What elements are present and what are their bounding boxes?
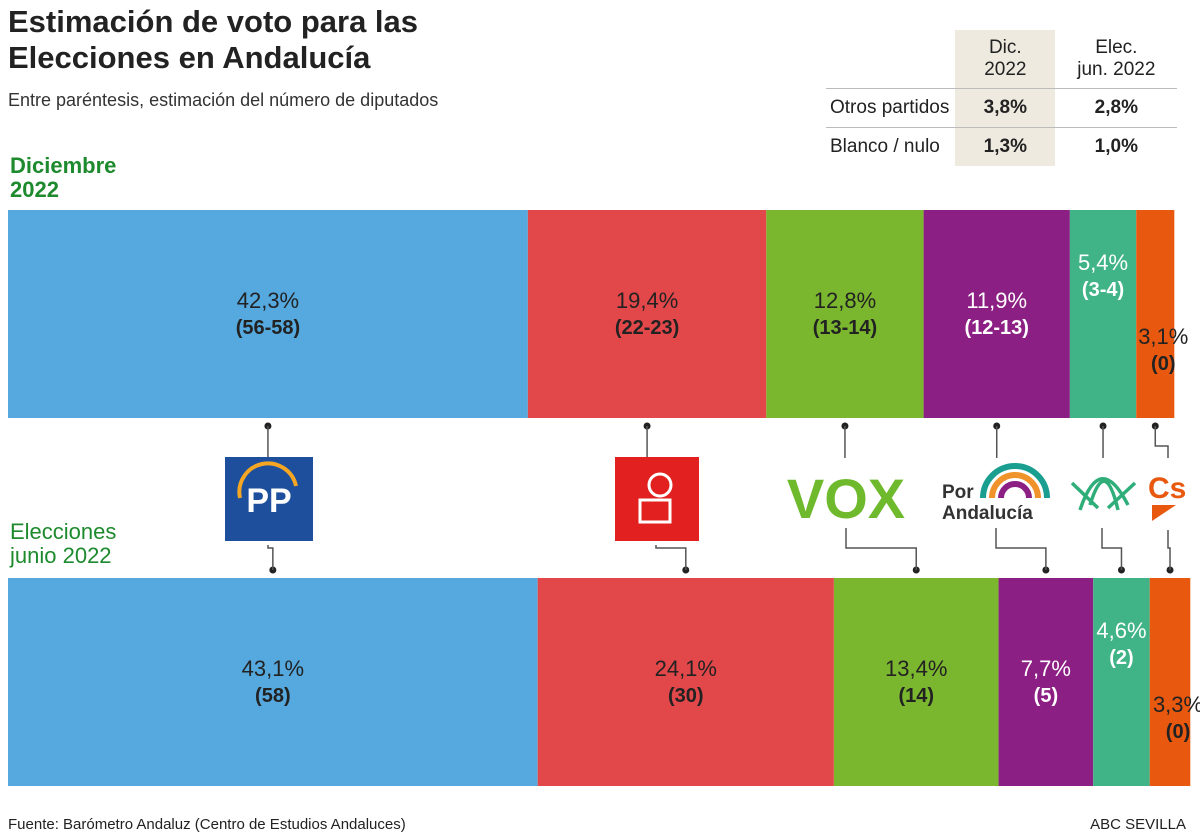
data-label: 24,1% [655, 656, 717, 681]
seats-label: (3-4) [1082, 279, 1124, 301]
header-jun: Elec. jun. 2022 [1077, 37, 1156, 80]
header-dic: Dic. 2022 [955, 30, 1056, 89]
seats-label: (56-58) [236, 317, 300, 339]
seats-label: (0) [1151, 353, 1175, 375]
connector-line [267, 545, 274, 570]
data-label: 3,1% [1138, 324, 1188, 349]
seats-label: (12-13) [964, 317, 1028, 339]
data-label: 4,6% [1096, 618, 1146, 643]
seats-label: (13-14) [813, 317, 877, 339]
connector-line [1101, 528, 1123, 570]
chart-subtitle: Entre paréntesis, estimación del número … [8, 90, 439, 110]
bar-segment [8, 578, 538, 786]
svg-text:PP: PP [246, 482, 291, 520]
data-label: 11,9% [966, 288, 1027, 313]
seats-label: (5) [1034, 685, 1058, 707]
seats-label: (2) [1109, 647, 1133, 669]
data-label: 5,4% [1078, 250, 1128, 275]
connector-line [995, 528, 1047, 570]
bar-segment [8, 210, 528, 418]
bar-segment [766, 210, 924, 418]
cs-logo: Cs [1148, 472, 1186, 521]
data-label: 12,8% [814, 288, 876, 313]
connector-line [655, 545, 687, 570]
bar-segment [527, 210, 767, 418]
seats-label: (14) [898, 685, 934, 707]
credit: ABC SEVILLA [1090, 816, 1186, 833]
others-table: Dic. 2022 Elec. jun. 2022 Otros partidos 3,… [826, 30, 1178, 166]
connector-line [1154, 426, 1169, 458]
table-row: Otros partidos 3,8% 2,8% [826, 88, 1178, 128]
svg-text:VOX: VOX [787, 467, 905, 530]
bar-segment [1149, 578, 1191, 786]
seats-label: (22-23) [615, 317, 679, 339]
seats-label: (30) [668, 685, 704, 707]
svg-text:Andalucía: Andalucía [942, 503, 1033, 524]
chart-title: Estimación de voto para las Elecciones e… [8, 4, 419, 75]
data-label: 19,4% [616, 288, 678, 313]
data-label: 7,7% [1021, 656, 1071, 681]
data-label: 13,4% [885, 656, 947, 681]
pp-logo: PP [225, 457, 313, 541]
connector-line [845, 528, 917, 570]
data-label: 3,3% [1153, 692, 1200, 717]
source-note: Fuente: Barómetro Andaluz (Centro de Est… [8, 816, 406, 833]
bar-segment [1136, 210, 1175, 418]
bar-segment [1093, 578, 1150, 786]
adelante-andalucia-logo [1070, 477, 1137, 511]
vox-logo: VOX [787, 467, 905, 530]
svg-text:Cs: Cs [1148, 472, 1186, 505]
series-label-dic: Diciembre 2022 [10, 153, 117, 202]
seats-label: (58) [255, 685, 291, 707]
data-label: 43,1% [242, 656, 304, 681]
svg-text:Por: Por [942, 482, 974, 503]
table-row: Blanco / nulo 1,3% 1,0% [826, 127, 1178, 166]
data-label: 42,3% [237, 288, 299, 313]
bar-segment [923, 210, 1070, 418]
psoe-logo [615, 457, 699, 541]
bar-segment [1069, 210, 1137, 418]
bar-segment [833, 578, 999, 786]
series-label-jun: Elecciones junio 2022 [10, 519, 117, 568]
connector-line [1167, 530, 1171, 570]
seats-label: (0) [1166, 721, 1190, 743]
bar-segment [998, 578, 1094, 786]
bar-segment [537, 578, 834, 786]
